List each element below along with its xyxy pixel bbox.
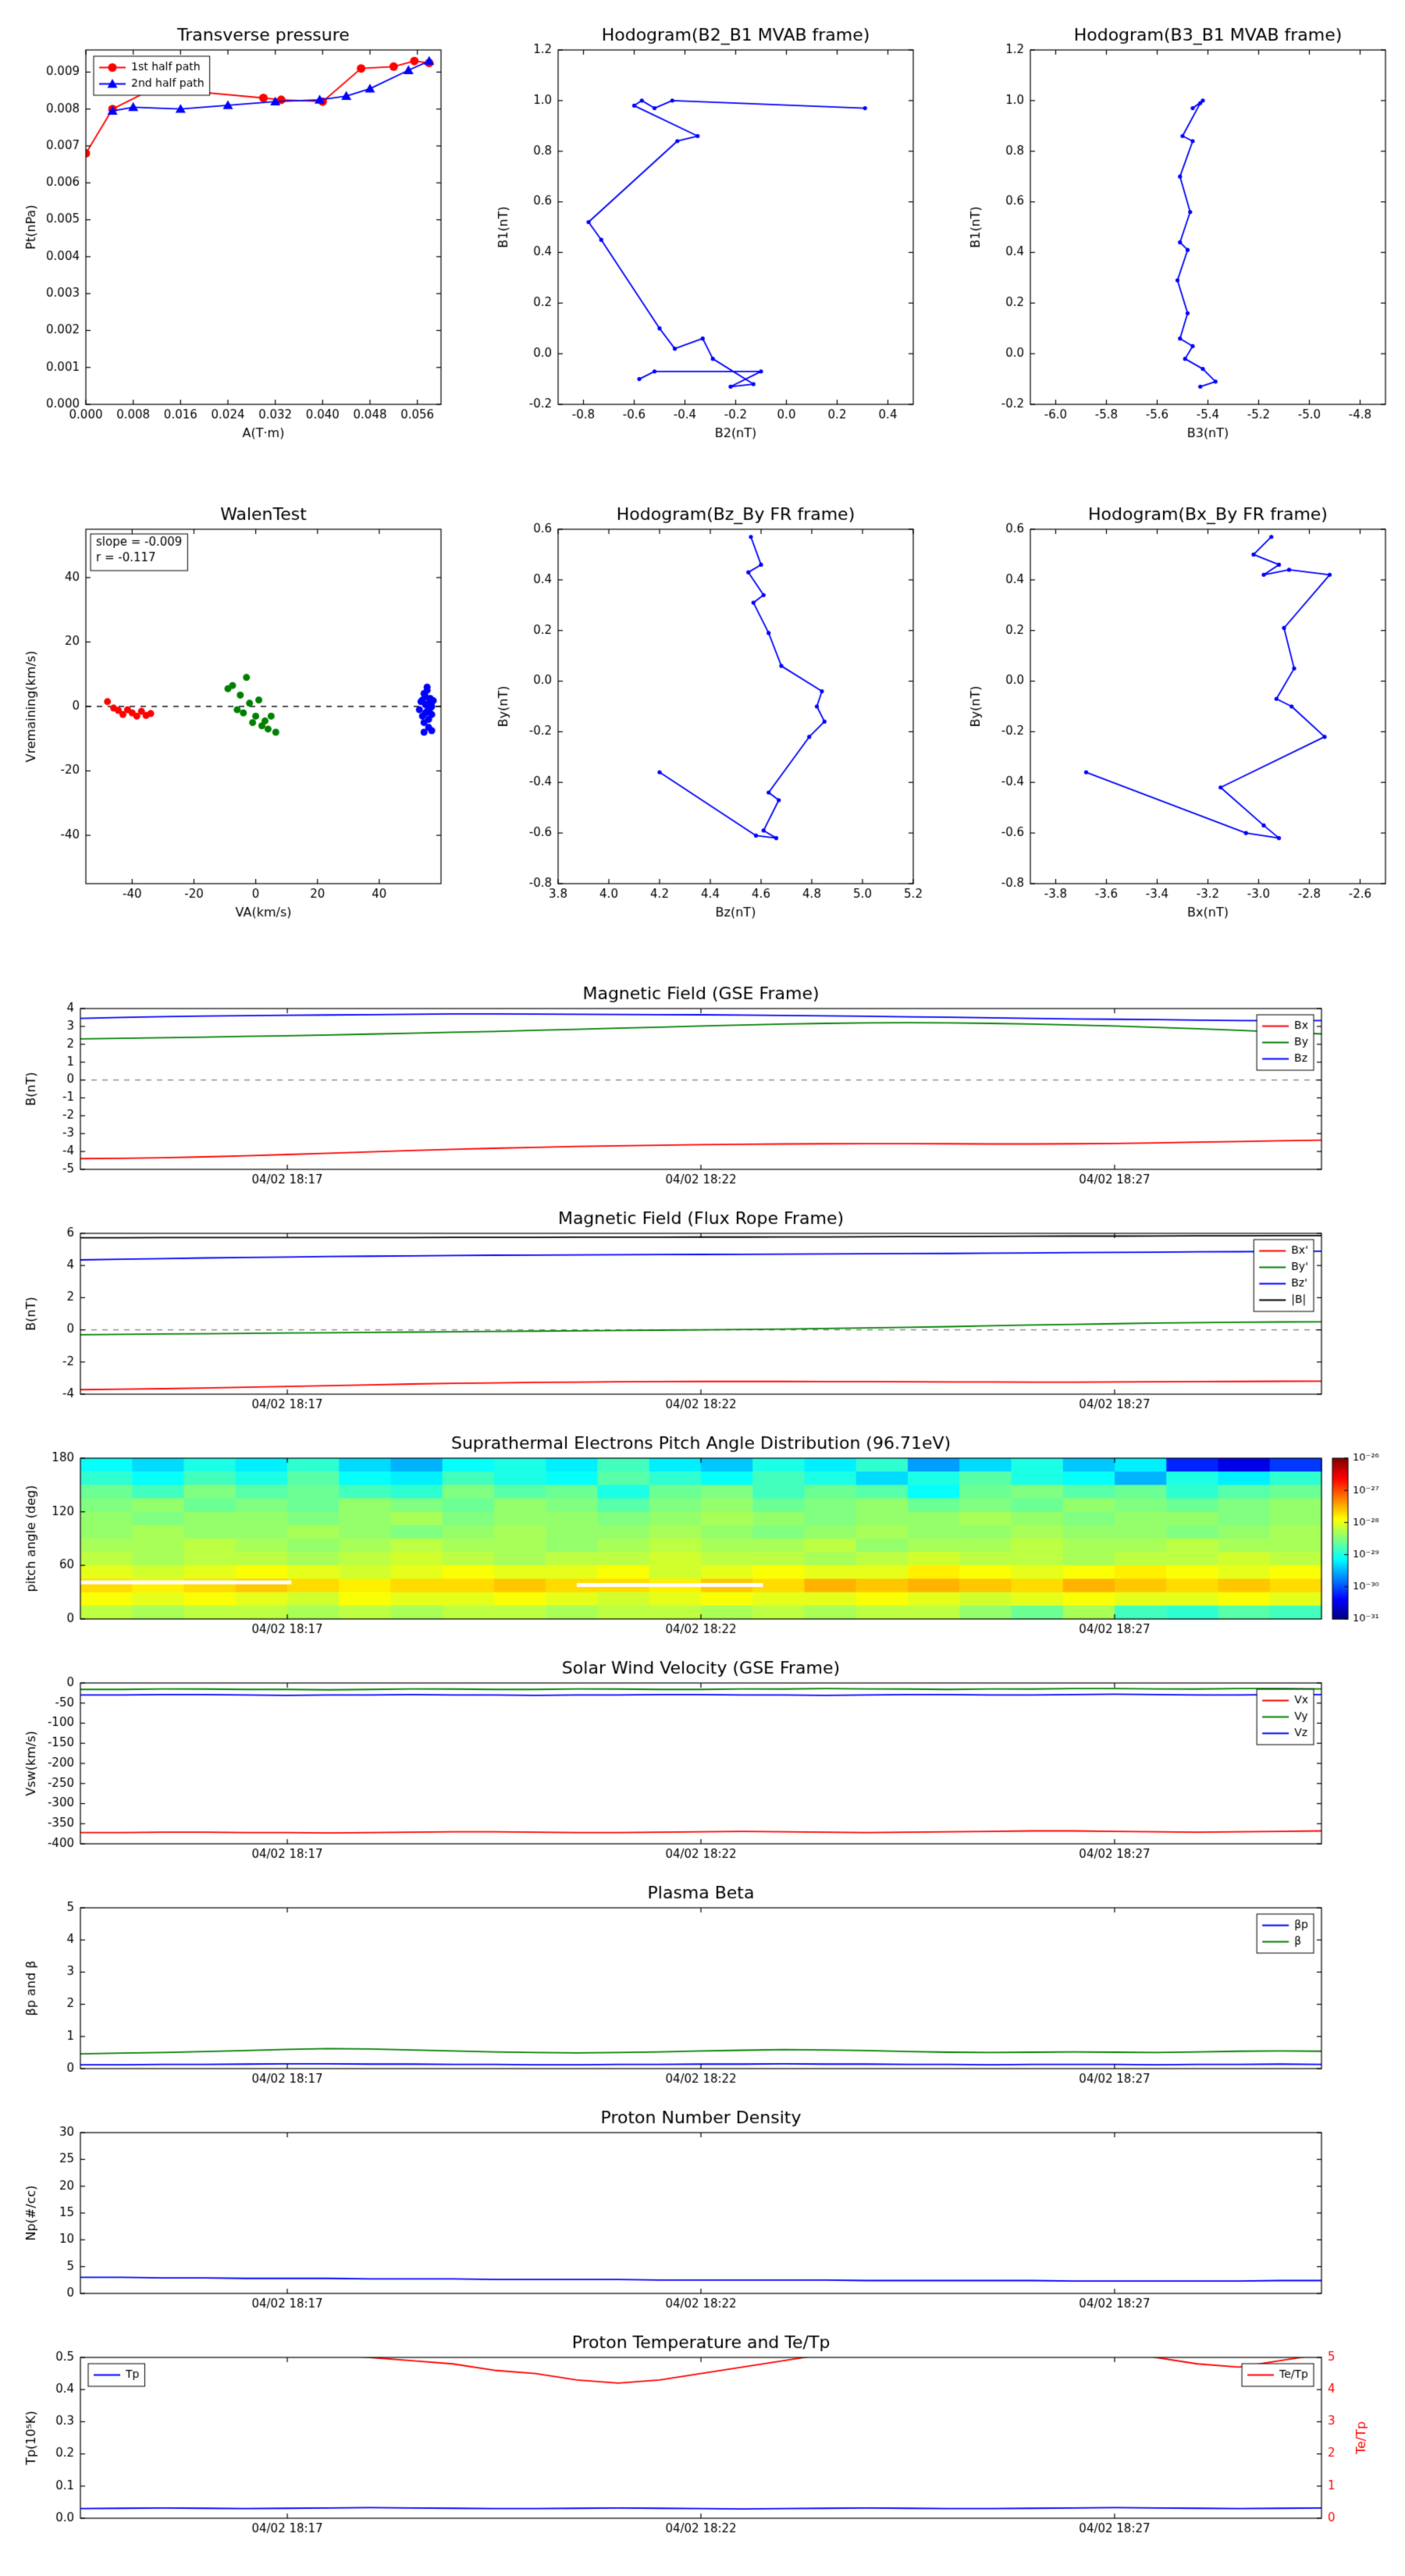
- electron-pad-panel: [20, 1435, 1385, 1650]
- magnetic-field-fr-panel: [20, 1210, 1385, 1425]
- hodogram-bx-by-chart: [964, 500, 1397, 927]
- proton-density-panel: [20, 2109, 1385, 2325]
- walen-test-chart: [20, 500, 453, 927]
- hodogram-bz-by-chart: [492, 500, 925, 927]
- hodogram-b3-b1-chart: [964, 20, 1397, 448]
- plasma-beta-panel: [20, 1884, 1385, 2100]
- transverse-pressure-chart: [20, 20, 453, 448]
- magnetic-field-gse-panel: [20, 985, 1385, 1201]
- hodogram-b2-b1-chart: [492, 20, 925, 448]
- proton-temperature-panel: [20, 2334, 1385, 2549]
- solar-wind-velocity-panel: [20, 1660, 1385, 1875]
